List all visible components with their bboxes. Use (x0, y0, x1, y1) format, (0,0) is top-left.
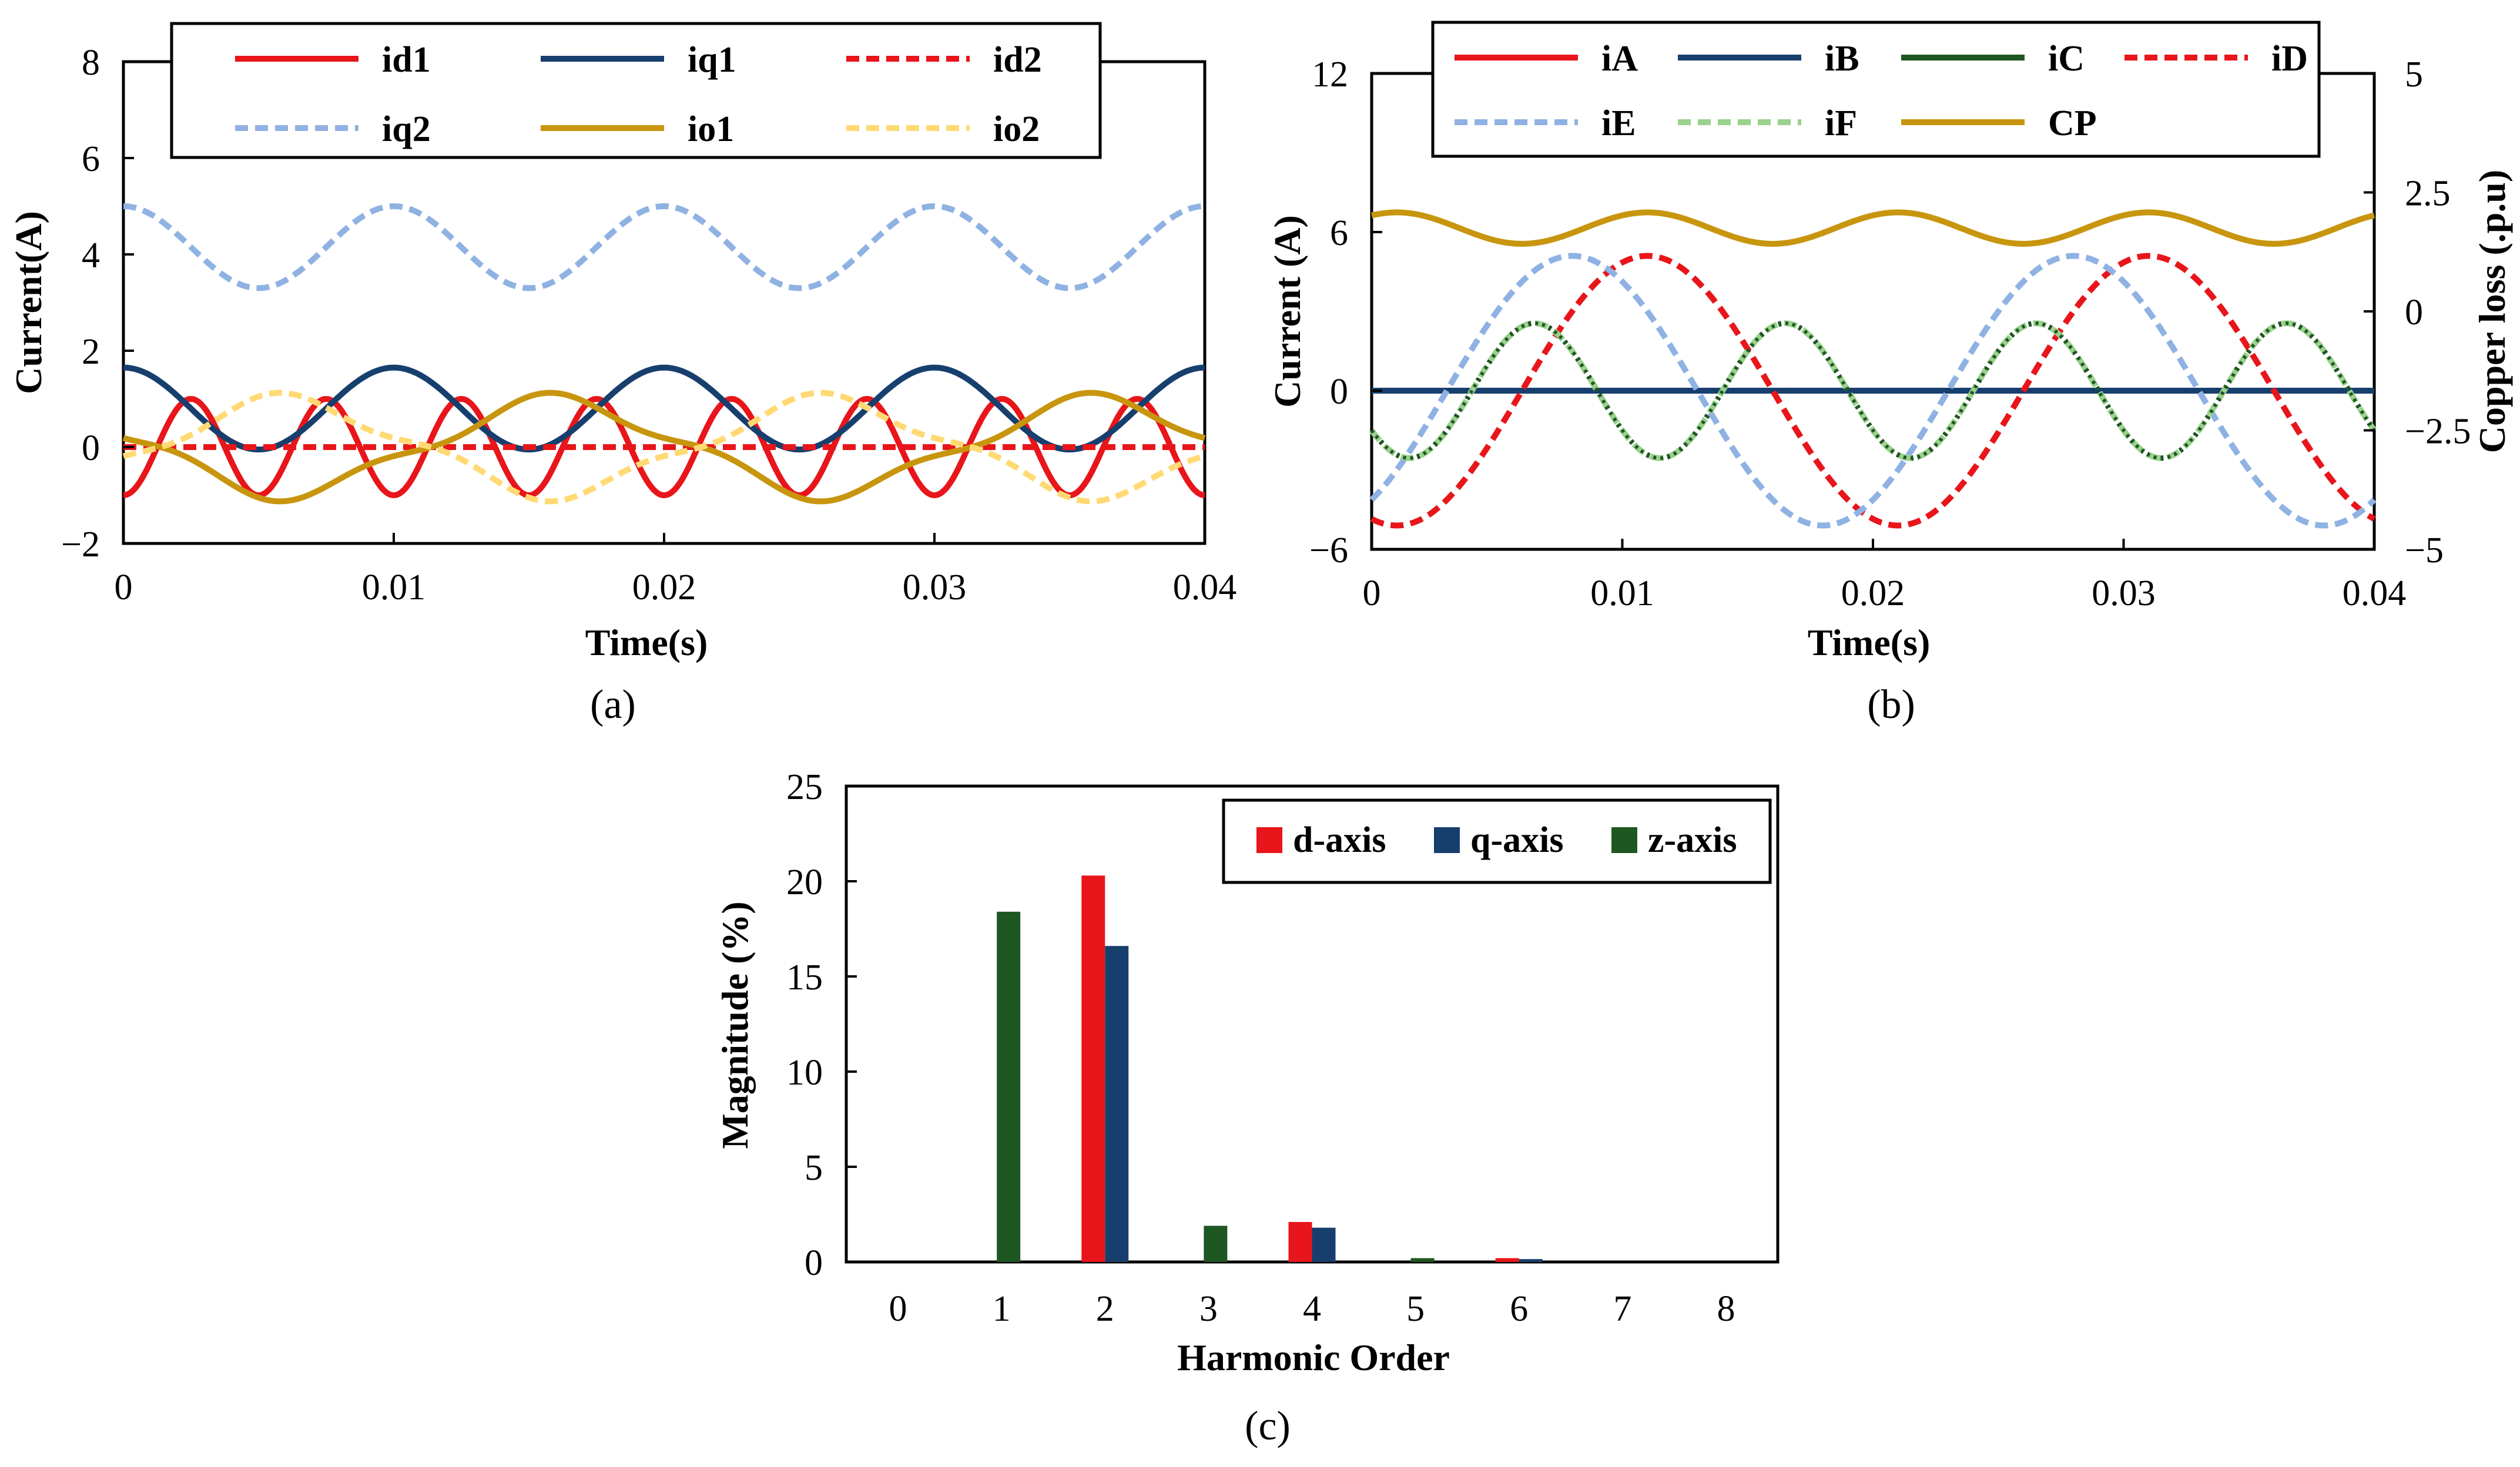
series-io1-line (122, 390, 1206, 505)
bar-q-axis-order-4 (1312, 1227, 1336, 1262)
series-id-line (1370, 253, 2376, 529)
y-tick-label: 10 (786, 1053, 823, 1093)
bar-q-axis-order-6 (1519, 1259, 1543, 1262)
panel-c-legend-box (1222, 798, 1772, 884)
legend-swatch-q-axis (1434, 827, 1460, 853)
panel-a-y-axis-label: Current(A) (8, 211, 49, 394)
y-tick-label: −6 (1309, 531, 1348, 570)
legend-label-io2: io2 (993, 109, 1040, 149)
legend-label-d-axis: d-axis (1293, 820, 1386, 860)
y-tick-label: 2 (82, 332, 100, 372)
panel-a-x-axis-label: Time(s) (585, 622, 708, 663)
x-tick-label: 2 (1096, 1289, 1114, 1329)
legend-label-id: iD (2271, 39, 2308, 79)
x-tick-label: 6 (1510, 1289, 1528, 1329)
legend-label-id1: id1 (382, 40, 431, 80)
legend-label-iq2: iq2 (382, 109, 431, 149)
x-tick-label: 0.02 (632, 568, 696, 607)
y-tick-label: 20 (786, 862, 823, 902)
panel-c-chart: 0 1 2 3 4 5 6 7 8 0 5 10 15 20 25 Harmonic Order Magni… (714, 767, 1780, 1449)
legend-label-cp: CP (2048, 103, 2097, 143)
x-tick-label: 0 (115, 568, 133, 607)
panel-b-caption: (b) (1867, 682, 1915, 727)
y-tick-label: 0 (82, 428, 100, 468)
bar-d-axis-order-4 (1288, 1221, 1312, 1262)
panel-c-y-axis-label: Magnitude (%) (714, 901, 756, 1149)
panel-c-legend: d-axis q-axis z-axis (1222, 798, 1772, 884)
legend-label-iq1: iq1 (688, 40, 736, 80)
series-ie-line (1369, 253, 2377, 529)
panel-a-legend-box (170, 22, 1102, 159)
legend-label-if: iF (1825, 103, 1857, 143)
x-tick-label: 0.01 (1590, 573, 1654, 613)
y-tick-label: 25 (786, 767, 823, 807)
x-tick-label: 0.01 (362, 568, 426, 607)
legend-label-ic: iC (2048, 39, 2085, 79)
panel-b-chart: 0 0.01 0.02 0.03 0.04 −6 0 6 12 −5 −2.5 0 2.5 5 Time(… (1266, 21, 2513, 727)
bar-z-axis-order-3 (1204, 1226, 1228, 1262)
series-io2-line (122, 390, 1206, 505)
x-tick-label: 0 (1363, 573, 1381, 613)
y-tick-label: 0 (805, 1243, 823, 1283)
x-tick-label: 3 (1199, 1289, 1218, 1329)
series-iq1-line (122, 364, 1206, 453)
panel-c-caption: (c) (1245, 1404, 1291, 1449)
x-tick-label: 8 (1717, 1289, 1735, 1329)
y-tick-label: 6 (82, 139, 100, 179)
y-tick-label: 4 (82, 236, 100, 276)
series-iq2-line (122, 203, 1206, 291)
bar-z-axis-order-5 (1410, 1258, 1435, 1262)
panel-b-legend-box (1431, 21, 2321, 158)
panel-c-x-axis-label: Harmonic Order (1177, 1337, 1450, 1378)
y2-tick-label: 5 (2405, 55, 2423, 95)
bar-d-axis-order-2 (1081, 875, 1105, 1262)
legend-label-q-axis: q-axis (1470, 820, 1563, 860)
panel-b-y2-axis-label: Copper loss (.p.u) (2471, 170, 2513, 453)
legend-label-id2: id2 (993, 40, 1042, 80)
series-cp-line (1370, 209, 2376, 247)
panel-a-chart: 0 0.01 0.02 0.03 0.04 −2 0 2 4 6 8 Time(s) Current… (8, 22, 1237, 727)
y-tick-label: −2 (61, 525, 100, 565)
x-tick-label: 0.03 (2092, 573, 2156, 613)
legend-label-ib: iB (1825, 39, 1859, 79)
y2-tick-label: 0 (2405, 293, 2423, 333)
y-tick-label: 15 (786, 958, 823, 998)
y-tick-label: 8 (82, 43, 100, 83)
bar-q-axis-order-2 (1105, 946, 1129, 1262)
legend-label-ie: iE (1601, 103, 1636, 143)
y2-tick-label: −5 (2405, 531, 2444, 570)
x-tick-label: 0.02 (1841, 573, 1905, 613)
y-tick-label: 12 (1312, 55, 1348, 95)
y-tick-label: 6 (1330, 213, 1348, 253)
x-tick-label: 0 (889, 1289, 907, 1329)
x-tick-label: 0.03 (903, 568, 967, 607)
y-tick-label: 5 (805, 1148, 823, 1188)
panel-b-y-axis-label: Current (A) (1266, 215, 1308, 408)
series-ic-dots (1370, 321, 2376, 460)
x-tick-label: 1 (993, 1289, 1011, 1329)
legend-label-ia: iA (1601, 39, 1638, 79)
legend-label-z-axis: z-axis (1648, 820, 1737, 860)
y-tick-label: 0 (1330, 372, 1348, 412)
legend-swatch-d-axis (1256, 827, 1282, 853)
x-tick-label: 5 (1406, 1289, 1425, 1329)
bar-z-axis-order-1 (997, 911, 1021, 1262)
legend-label-io1: io1 (688, 109, 734, 149)
legend-swatch-z-axis (1611, 827, 1637, 853)
x-tick-label: 0.04 (2343, 573, 2407, 613)
panel-a-legend: id1 iq1 id2 iq2 io1 io2 (170, 22, 1102, 159)
panel-a-caption: (a) (590, 682, 636, 727)
x-tick-label: 7 (1613, 1289, 1631, 1329)
x-tick-label: 4 (1303, 1289, 1321, 1329)
bar-d-axis-order-6 (1495, 1258, 1519, 1262)
y2-tick-label: 2.5 (2405, 174, 2451, 214)
panel-b-x-axis-label: Time(s) (1808, 622, 1931, 663)
x-tick-label: 0.04 (1173, 568, 1237, 607)
panel-b-legend: iA iB iC iD iE iF CP (1431, 21, 2321, 158)
y2-tick-label: −2.5 (2405, 412, 2471, 452)
